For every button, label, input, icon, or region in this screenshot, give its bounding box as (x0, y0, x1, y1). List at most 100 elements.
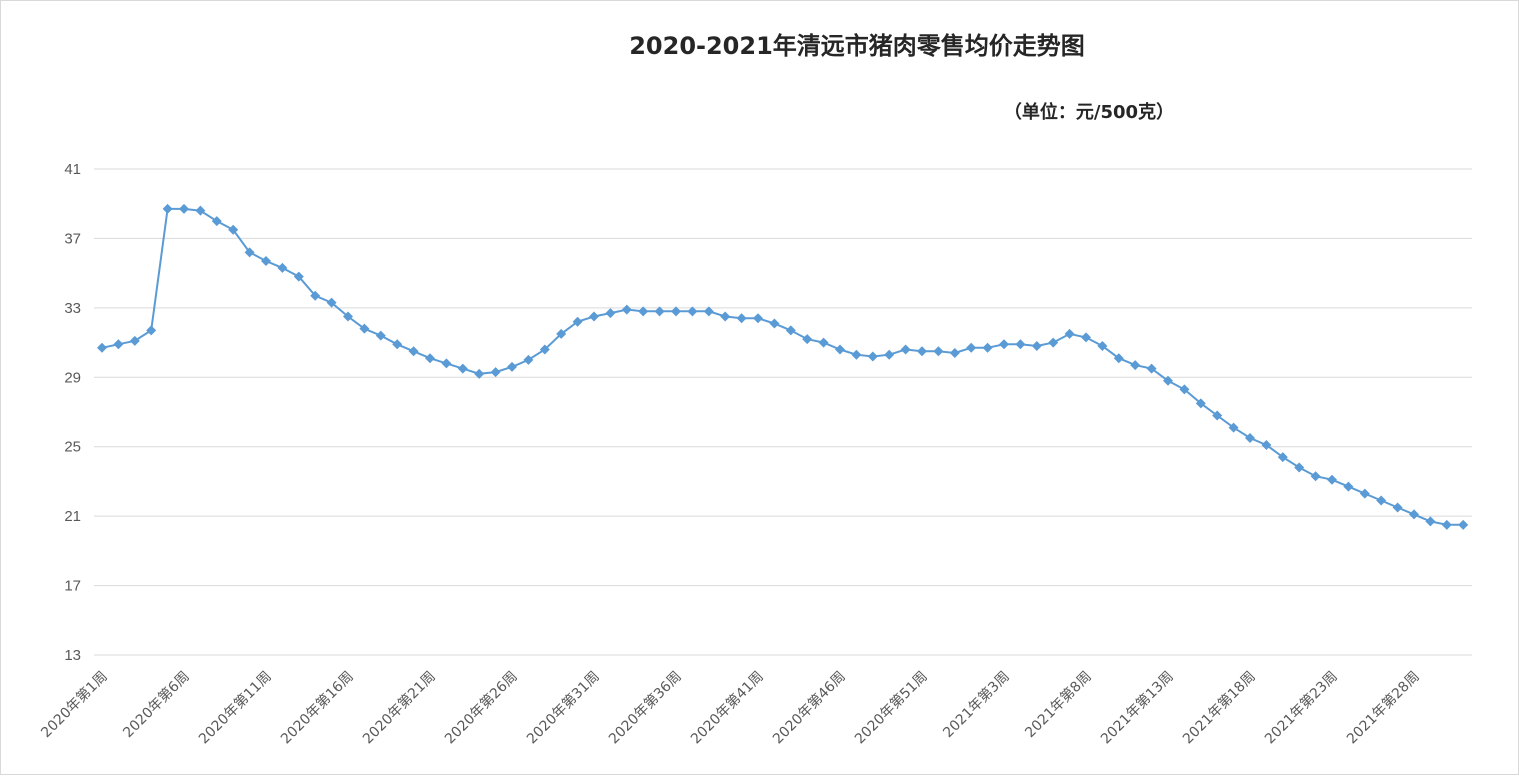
data-point (408, 346, 419, 357)
data-point (113, 339, 124, 350)
chart-subtitle: （单位：元/500克） (1004, 101, 1174, 123)
x-tick-label: 2020年第6周 (120, 668, 193, 741)
data-point (884, 349, 895, 360)
data-point (720, 311, 731, 322)
data-point (474, 368, 485, 379)
data-point (343, 311, 353, 322)
data-point (1392, 502, 1403, 513)
data-point (1163, 375, 1173, 386)
data-point (359, 323, 370, 334)
data-point (539, 344, 550, 355)
series-line (101, 207, 1464, 526)
data-point (982, 342, 993, 353)
data-point (1179, 384, 1190, 395)
data-point (621, 304, 632, 315)
data-point (1277, 452, 1288, 463)
data-point (1015, 339, 1026, 350)
data-point (687, 306, 698, 317)
data-point (1425, 516, 1436, 527)
data-point (1441, 519, 1452, 530)
data-point (851, 349, 862, 360)
data-point (949, 347, 960, 358)
data-point (375, 330, 386, 341)
data-point (146, 325, 157, 336)
x-tick-label: 2020年第31周 (523, 668, 603, 748)
data-point (1097, 341, 1108, 352)
y-tick-label: 13 (64, 647, 81, 664)
series-layer (97, 203, 1469, 530)
x-tick-label: 2021年第23周 (1261, 668, 1341, 748)
y-tick-label: 17 (64, 578, 81, 595)
data-point (556, 328, 567, 339)
y-tick-label: 29 (64, 369, 81, 386)
data-point (1146, 363, 1157, 374)
chart-title: 2020-2021年清远市猪肉零售均价走势图 (629, 32, 1085, 60)
data-point (638, 306, 649, 317)
x-tick-label: 2021年第13周 (1097, 668, 1177, 748)
data-point (1376, 495, 1387, 506)
data-point (441, 358, 452, 369)
data-point (326, 297, 337, 308)
data-point (917, 346, 927, 357)
y-tick-label: 41 (64, 161, 81, 178)
y-tick-label: 37 (64, 230, 81, 247)
data-point (1212, 410, 1223, 421)
data-point (244, 247, 255, 258)
x-tick-label: 2020年第46周 (769, 668, 849, 748)
data-point (97, 342, 107, 353)
data-point (572, 316, 583, 327)
data-point (310, 290, 321, 301)
x-axis-ticks: 2020年第1周 2020年第6周 2020年第11周 2020年第16周 2020年第… (38, 668, 1423, 748)
x-tick-label: 2021年第28周 (1343, 668, 1423, 748)
data-point (818, 337, 829, 348)
data-point (277, 262, 288, 273)
data-point (654, 306, 665, 317)
data-point (867, 351, 878, 362)
data-point (1228, 422, 1239, 433)
data-point (1327, 474, 1337, 485)
gridlines (94, 168, 1472, 656)
data-point (1245, 433, 1255, 444)
data-point (999, 339, 1009, 350)
data-point (425, 353, 435, 364)
data-point (1409, 509, 1419, 520)
data-point (1081, 332, 1091, 343)
data-point (1064, 328, 1075, 339)
data-point (195, 205, 206, 216)
data-point (605, 308, 616, 319)
y-axis-ticks: 13 17 21 25 29 33 37 41 (64, 161, 81, 664)
data-point (1343, 481, 1354, 492)
data-point (523, 354, 534, 365)
data-point (1294, 462, 1305, 473)
data-point (507, 361, 517, 372)
data-point (785, 325, 796, 336)
x-tick-label: 2021年第8周 (1022, 668, 1095, 741)
data-point (736, 313, 747, 324)
data-point (671, 306, 681, 317)
data-point (1031, 341, 1042, 352)
y-tick-label: 25 (64, 439, 81, 456)
x-tick-label: 2020年第1周 (38, 668, 111, 741)
data-point (129, 335, 140, 346)
x-tick-label: 2021年第18周 (1179, 668, 1259, 748)
data-point (1359, 488, 1370, 499)
y-tick-label: 21 (64, 508, 81, 525)
data-point (228, 224, 239, 235)
data-point (753, 313, 763, 324)
x-tick-label: 2020年第51周 (851, 668, 931, 748)
data-point (1261, 439, 1272, 450)
x-tick-label: 2020年第21周 (359, 668, 439, 748)
data-point (802, 334, 813, 345)
data-point (703, 306, 714, 317)
data-point (1458, 519, 1469, 530)
data-point (1195, 398, 1206, 409)
data-point (1048, 337, 1059, 348)
data-point (1113, 353, 1124, 364)
data-point (900, 344, 911, 355)
x-tick-label: 2020年第11周 (195, 668, 275, 748)
data-point (966, 342, 977, 353)
x-tick-label: 2020年第26周 (441, 668, 521, 748)
data-point (1130, 360, 1141, 371)
